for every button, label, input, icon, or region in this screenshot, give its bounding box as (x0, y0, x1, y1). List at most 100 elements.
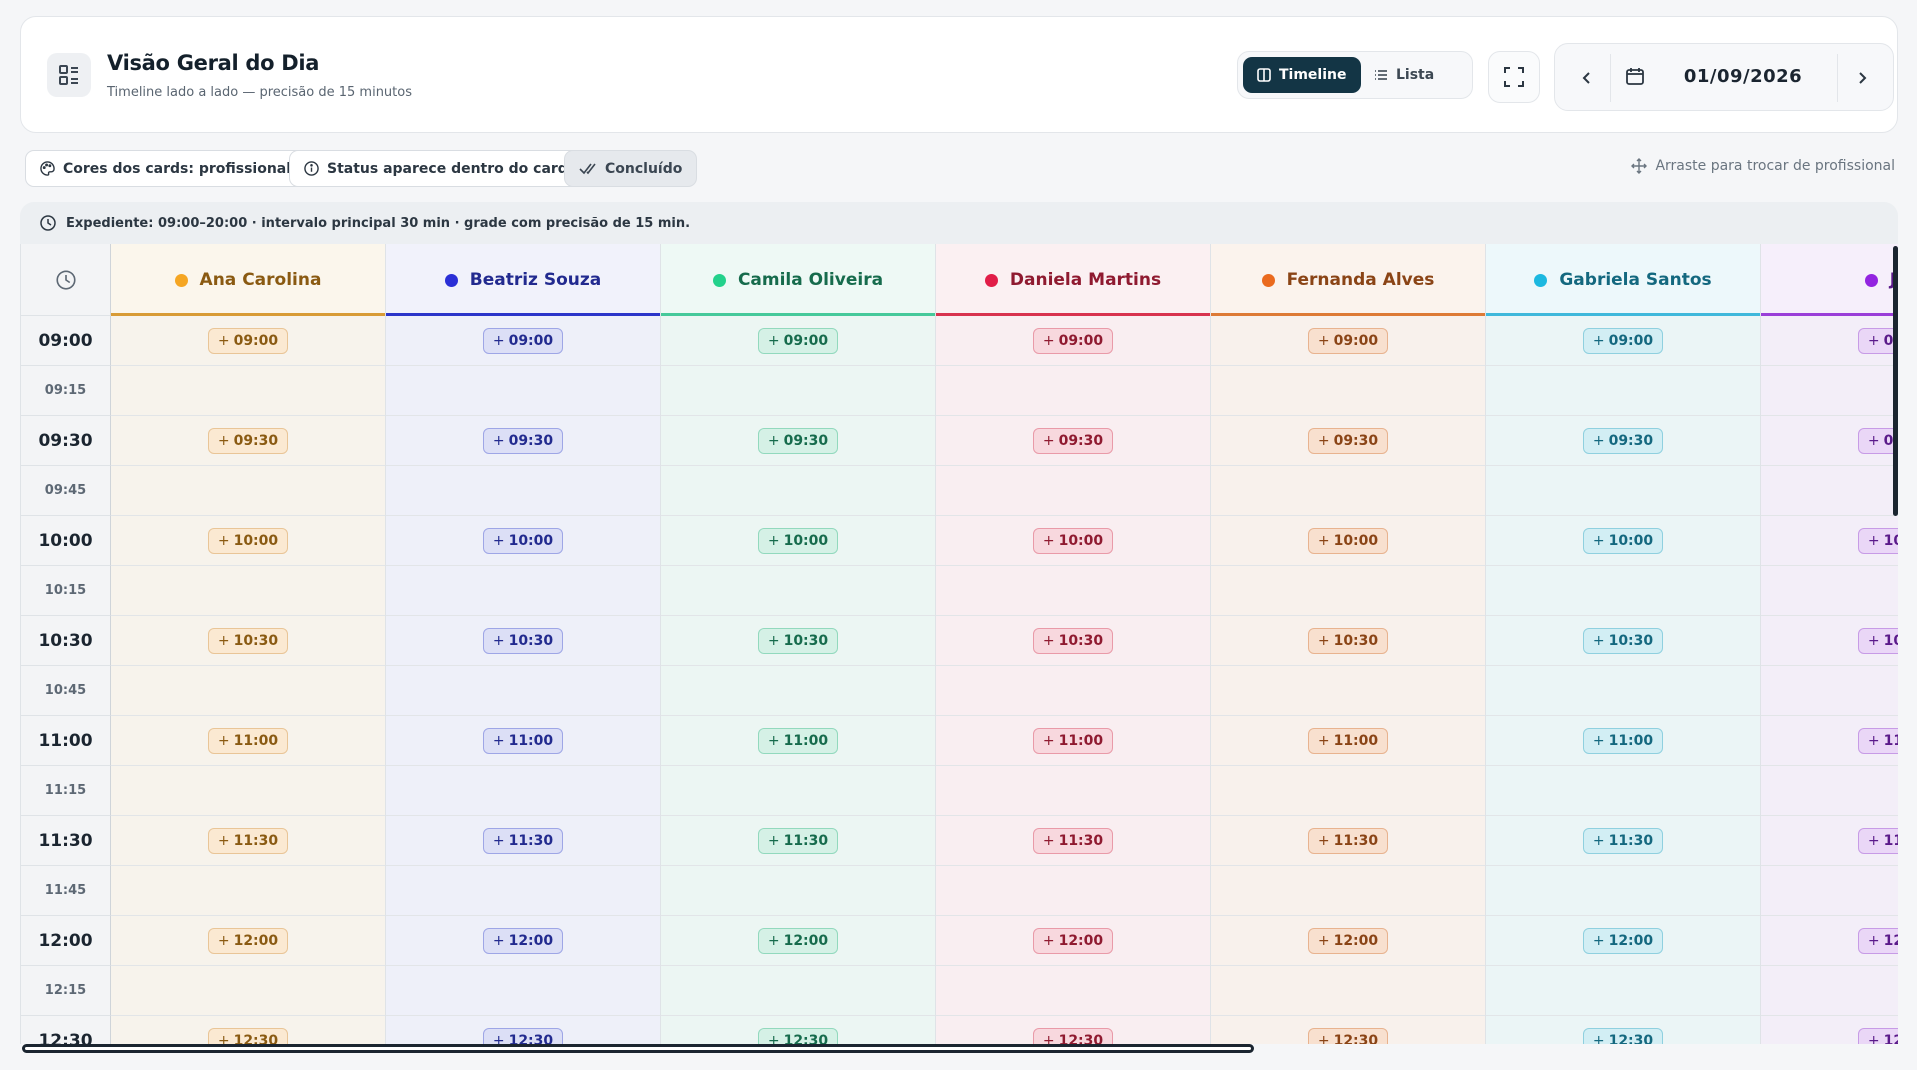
time-slot[interactable] (1486, 566, 1760, 616)
add-appointment-button[interactable]: +12:30 (207, 1027, 289, 1044)
add-appointment-button[interactable]: +12:30 (1032, 1027, 1114, 1044)
time-slot[interactable] (1761, 566, 1898, 616)
time-slot[interactable]: +12:00 (936, 916, 1210, 966)
time-slot[interactable] (386, 466, 660, 516)
add-appointment-button[interactable]: +09:00 (1307, 327, 1389, 354)
time-slot[interactable]: +09:30 (1211, 416, 1485, 466)
time-slot[interactable]: +10:00 (1486, 516, 1760, 566)
time-slot[interactable] (1211, 466, 1485, 516)
professional-column-header[interactable]: Ana Carolina (111, 244, 386, 316)
professional-column-header[interactable]: Gabriela Santos (1486, 244, 1761, 316)
add-appointment-button[interactable]: +12:00 (1307, 927, 1389, 954)
time-slot[interactable]: +11:00 (1486, 716, 1760, 766)
time-slot[interactable]: +11:00 (386, 716, 660, 766)
time-slot[interactable]: +11:00 (111, 716, 385, 766)
add-appointment-button[interactable]: +12:30 (1582, 1027, 1664, 1044)
time-slot[interactable] (111, 466, 385, 516)
time-slot[interactable] (661, 766, 935, 816)
time-slot[interactable]: +12:00 (386, 916, 660, 966)
time-slot[interactable]: +10:30 (936, 616, 1210, 666)
add-appointment-button[interactable]: +09:30 (207, 427, 289, 454)
time-slot[interactable] (386, 666, 660, 716)
time-slot[interactable] (1761, 366, 1898, 416)
time-slot[interactable] (386, 966, 660, 1016)
time-slot[interactable]: +09:30 (111, 416, 385, 466)
add-appointment-button[interactable]: +09:00 (482, 327, 564, 354)
professional-column-header[interactable]: Beatriz Souza (386, 244, 661, 316)
time-slot[interactable] (936, 466, 1210, 516)
time-slot[interactable] (1211, 866, 1485, 916)
time-slot[interactable]: +10:30 (111, 616, 385, 666)
add-appointment-button[interactable]: +12:00 (757, 927, 839, 954)
time-slot[interactable]: +12:00 (1486, 916, 1760, 966)
add-appointment-button[interactable]: +10:00 (757, 527, 839, 554)
add-appointment-button[interactable]: +12:30 (1857, 1027, 1898, 1044)
time-slot[interactable] (1761, 466, 1898, 516)
add-appointment-button[interactable]: +12:30 (482, 1027, 564, 1044)
time-slot[interactable] (111, 866, 385, 916)
time-slot[interactable] (1211, 666, 1485, 716)
timeline-view-button[interactable]: Timeline (1243, 57, 1361, 93)
time-slot[interactable]: +09:30 (1761, 416, 1898, 466)
time-slot[interactable] (661, 866, 935, 916)
time-slot[interactable]: +10:30 (1211, 616, 1485, 666)
add-appointment-button[interactable]: +11:00 (207, 727, 289, 754)
add-appointment-button[interactable]: +09:30 (757, 427, 839, 454)
time-slot[interactable] (111, 666, 385, 716)
time-slot[interactable]: +11:00 (936, 716, 1210, 766)
add-appointment-button[interactable]: +10:30 (207, 627, 289, 654)
time-slot[interactable] (936, 866, 1210, 916)
time-slot[interactable] (386, 866, 660, 916)
add-appointment-button[interactable]: +12:30 (1307, 1027, 1389, 1044)
time-slot[interactable]: +12:30 (936, 1016, 1210, 1044)
add-appointment-button[interactable]: +10:30 (757, 627, 839, 654)
time-slot[interactable] (1211, 366, 1485, 416)
time-slot[interactable]: +10:00 (661, 516, 935, 566)
time-slot[interactable]: +09:30 (1486, 416, 1760, 466)
time-slot[interactable] (936, 966, 1210, 1016)
add-appointment-button[interactable]: +12:00 (1032, 927, 1114, 954)
add-appointment-button[interactable]: +11:30 (757, 827, 839, 854)
time-slot[interactable] (1486, 666, 1760, 716)
time-slot[interactable] (661, 666, 935, 716)
time-slot[interactable]: +09:30 (386, 416, 660, 466)
time-slot[interactable] (1211, 766, 1485, 816)
time-slot[interactable] (111, 966, 385, 1016)
time-slot[interactable]: +12:30 (1761, 1016, 1898, 1044)
add-appointment-button[interactable]: +11:00 (757, 727, 839, 754)
add-appointment-button[interactable]: +12:00 (207, 927, 289, 954)
time-slot[interactable]: +11:30 (661, 816, 935, 866)
add-appointment-button[interactable]: +09:00 (207, 327, 289, 354)
vertical-scrollbar[interactable] (1893, 246, 1898, 516)
time-slot[interactable] (1211, 566, 1485, 616)
time-slot[interactable]: +10:00 (936, 516, 1210, 566)
add-appointment-button[interactable]: +11:00 (1857, 727, 1898, 754)
time-slot[interactable] (936, 566, 1210, 616)
time-slot[interactable]: +10:00 (386, 516, 660, 566)
add-appointment-button[interactable]: +12:30 (757, 1027, 839, 1044)
professional-column-header[interactable]: Daniela Martins (936, 244, 1211, 316)
add-appointment-button[interactable]: +10:30 (1307, 627, 1389, 654)
add-appointment-button[interactable]: +12:00 (1582, 927, 1664, 954)
add-appointment-button[interactable]: +10:30 (1582, 627, 1664, 654)
time-slot[interactable]: +09:30 (936, 416, 1210, 466)
time-slot[interactable] (936, 366, 1210, 416)
time-slot[interactable]: +12:30 (1486, 1016, 1760, 1044)
time-slot[interactable] (936, 666, 1210, 716)
add-appointment-button[interactable]: +11:30 (1857, 827, 1898, 854)
time-slot[interactable] (386, 566, 660, 616)
time-slot[interactable] (1486, 766, 1760, 816)
time-slot[interactable]: +11:30 (386, 816, 660, 866)
time-slot[interactable] (1486, 866, 1760, 916)
time-slot[interactable] (1486, 466, 1760, 516)
add-appointment-button[interactable]: +12:00 (482, 927, 564, 954)
time-slot[interactable]: +11:30 (111, 816, 385, 866)
time-slot[interactable]: +10:30 (661, 616, 935, 666)
add-appointment-button[interactable]: +10:00 (1032, 527, 1114, 554)
time-slot[interactable]: +11:30 (1761, 816, 1898, 866)
time-slot[interactable] (1761, 766, 1898, 816)
add-appointment-button[interactable]: +10:00 (1857, 527, 1898, 554)
add-appointment-button[interactable]: +11:30 (1582, 827, 1664, 854)
time-slot[interactable]: +09:00 (111, 316, 385, 366)
time-slot[interactable] (111, 766, 385, 816)
